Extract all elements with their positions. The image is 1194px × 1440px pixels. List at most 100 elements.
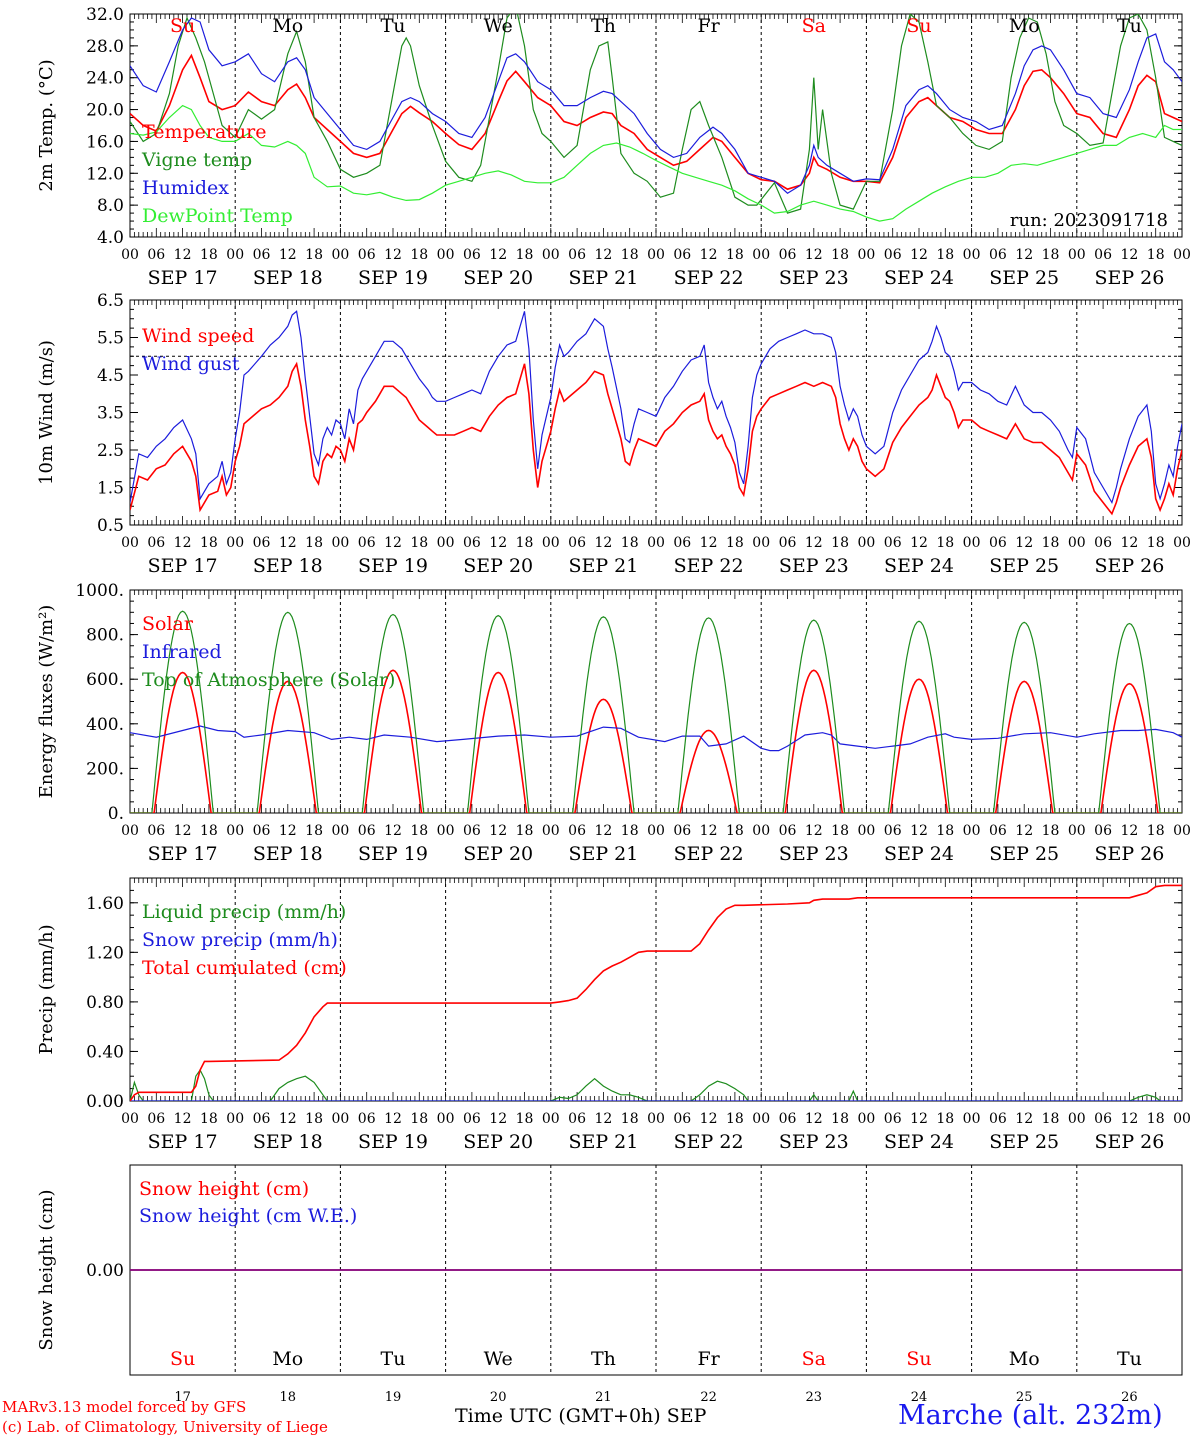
date-label: SEP 19: [358, 1131, 428, 1153]
hour-tick-label: 06: [147, 823, 165, 839]
series-line: [130, 610, 1182, 813]
hour-tick-label: 18: [726, 1111, 744, 1127]
hour-tick-label: 00: [121, 823, 139, 839]
panel-temperature: 4.0 8.0 12.0 16.0 20.0 24.0 28.0 32.0 2m Temp. (…: [36, 5, 1191, 289]
y-tick-label: 400.: [86, 715, 124, 735]
date-label: SEP 26: [1094, 843, 1164, 865]
hour-tick-label: 06: [253, 1111, 271, 1127]
y-tick-label: 6.5: [97, 291, 124, 311]
hour-tick-label: 18: [410, 535, 428, 551]
date-label: SEP 25: [989, 843, 1059, 865]
hour-tick-label: 18: [305, 823, 323, 839]
hour-tick-label: 06: [1094, 1111, 1112, 1127]
y-tick-label: 12.0: [86, 164, 124, 184]
hour-tick-label: 12: [174, 823, 192, 839]
series-line: [130, 884, 1182, 1101]
hour-tick-label: 18: [410, 1111, 428, 1127]
hour-tick-label: 00: [963, 823, 981, 839]
y-tick-label: 2.5: [97, 441, 124, 461]
hour-tick-label: 06: [989, 1111, 1007, 1127]
legend-entry: Wind gust: [142, 353, 240, 375]
hour-tick-label: 18: [516, 823, 534, 839]
date-label: SEP 26: [1094, 1131, 1164, 1153]
panel-wind: 0.5 1.5 2.5 3.5 4.5 5.5 6.5 10m Wind (m/s) Wind …: [36, 291, 1191, 577]
hour-tick-label: 00: [331, 1111, 349, 1127]
series-line: [130, 17, 1182, 194]
day-of-week-label: Su: [906, 15, 931, 37]
hour-tick-label: 12: [174, 535, 192, 551]
y-tick-label: 1000.: [75, 581, 124, 601]
y-tick-label: 8.0: [97, 196, 124, 216]
day-of-week-label: Tu: [381, 1348, 406, 1370]
hour-tick-label: 00: [331, 823, 349, 839]
hour-tick-label: 06: [989, 535, 1007, 551]
hour-tick-label: 12: [1015, 823, 1033, 839]
hour-tick-label: 12: [910, 247, 928, 263]
y-tick-label: 1.60: [86, 894, 124, 914]
hour-tick-label: 18: [200, 1111, 218, 1127]
day-of-week-label: Su: [170, 15, 195, 37]
day-of-week-label: Sa: [802, 15, 826, 37]
date-label: SEP 23: [779, 555, 849, 577]
y-tick-label: 0.40: [86, 1042, 124, 1062]
y-tick-label: 1.20: [86, 943, 124, 963]
hour-tick-label: 12: [384, 1111, 402, 1127]
hour-tick-label: 00: [752, 1111, 770, 1127]
hour-tick-label: 18: [200, 823, 218, 839]
hour-tick-label: 12: [1120, 1111, 1138, 1127]
hour-tick-label: 06: [358, 247, 376, 263]
hour-tick-label: 00: [1173, 823, 1191, 839]
y-tick-label: 28.0: [86, 37, 124, 57]
day-of-week-label: Fr: [697, 1348, 720, 1370]
day-of-week-label: Th: [591, 15, 616, 37]
day-number-label: 21: [595, 1390, 612, 1405]
series-line: [130, 1068, 1161, 1101]
date-label: SEP 17: [148, 1131, 218, 1153]
date-label: SEP 18: [253, 267, 323, 289]
hour-tick-label: 00: [331, 247, 349, 263]
hour-tick-label: 06: [358, 535, 376, 551]
date-label: SEP 21: [568, 1131, 638, 1153]
hour-tick-label: 18: [936, 535, 954, 551]
y-tick-label: 800.: [86, 626, 124, 646]
hour-tick-label: 00: [963, 535, 981, 551]
hour-tick-label: 00: [1068, 535, 1086, 551]
hour-tick-label: 12: [279, 247, 297, 263]
hour-tick-label: 00: [752, 247, 770, 263]
day-of-week-label: Mo: [1009, 15, 1040, 37]
hour-tick-label: 12: [1015, 247, 1033, 263]
hour-tick-label: 06: [779, 823, 797, 839]
y-tick-label: 600.: [86, 670, 124, 690]
station-name: Marche (alt. 232m): [898, 1400, 1163, 1431]
panel-snow: 0.00 Snow height (cm) Snow height (cm) Snow…: [36, 1164, 1183, 1405]
hour-tick-label: 12: [805, 535, 823, 551]
y-tick-label: 0.00: [86, 1092, 124, 1112]
hour-tick-label: 00: [226, 535, 244, 551]
hour-tick-label: 00: [437, 247, 455, 263]
day-number-label: 24: [911, 1390, 928, 1405]
series-line: [130, 14, 1182, 214]
time-axis-title: Time UTC (GMT+0h) SEP: [455, 1405, 706, 1427]
hour-tick-label: 00: [752, 535, 770, 551]
hour-tick-label: 12: [279, 823, 297, 839]
hour-tick-label: 06: [884, 247, 902, 263]
y-axis-label: 2m Temp. (°C): [36, 59, 57, 191]
hour-tick-label: 00: [542, 823, 560, 839]
date-label: SEP 21: [568, 267, 638, 289]
hour-tick-label: 18: [621, 1111, 639, 1127]
hour-tick-label: 18: [1147, 247, 1165, 263]
hour-tick-label: 12: [700, 823, 718, 839]
hour-tick-label: 06: [884, 823, 902, 839]
plot-frame: [129, 589, 1183, 814]
run-label: run: 2023091718: [1009, 210, 1168, 231]
hour-tick-label: 12: [805, 823, 823, 839]
hour-tick-label: 18: [410, 247, 428, 263]
date-label: SEP 23: [779, 267, 849, 289]
day-of-week-label: Th: [591, 1348, 616, 1370]
hour-tick-label: 06: [884, 535, 902, 551]
y-axis-label: Snow height (cm): [36, 1189, 57, 1350]
day-of-week-label: Fr: [697, 15, 720, 37]
hour-tick-label: 00: [963, 1111, 981, 1127]
hour-tick-label: 00: [437, 823, 455, 839]
